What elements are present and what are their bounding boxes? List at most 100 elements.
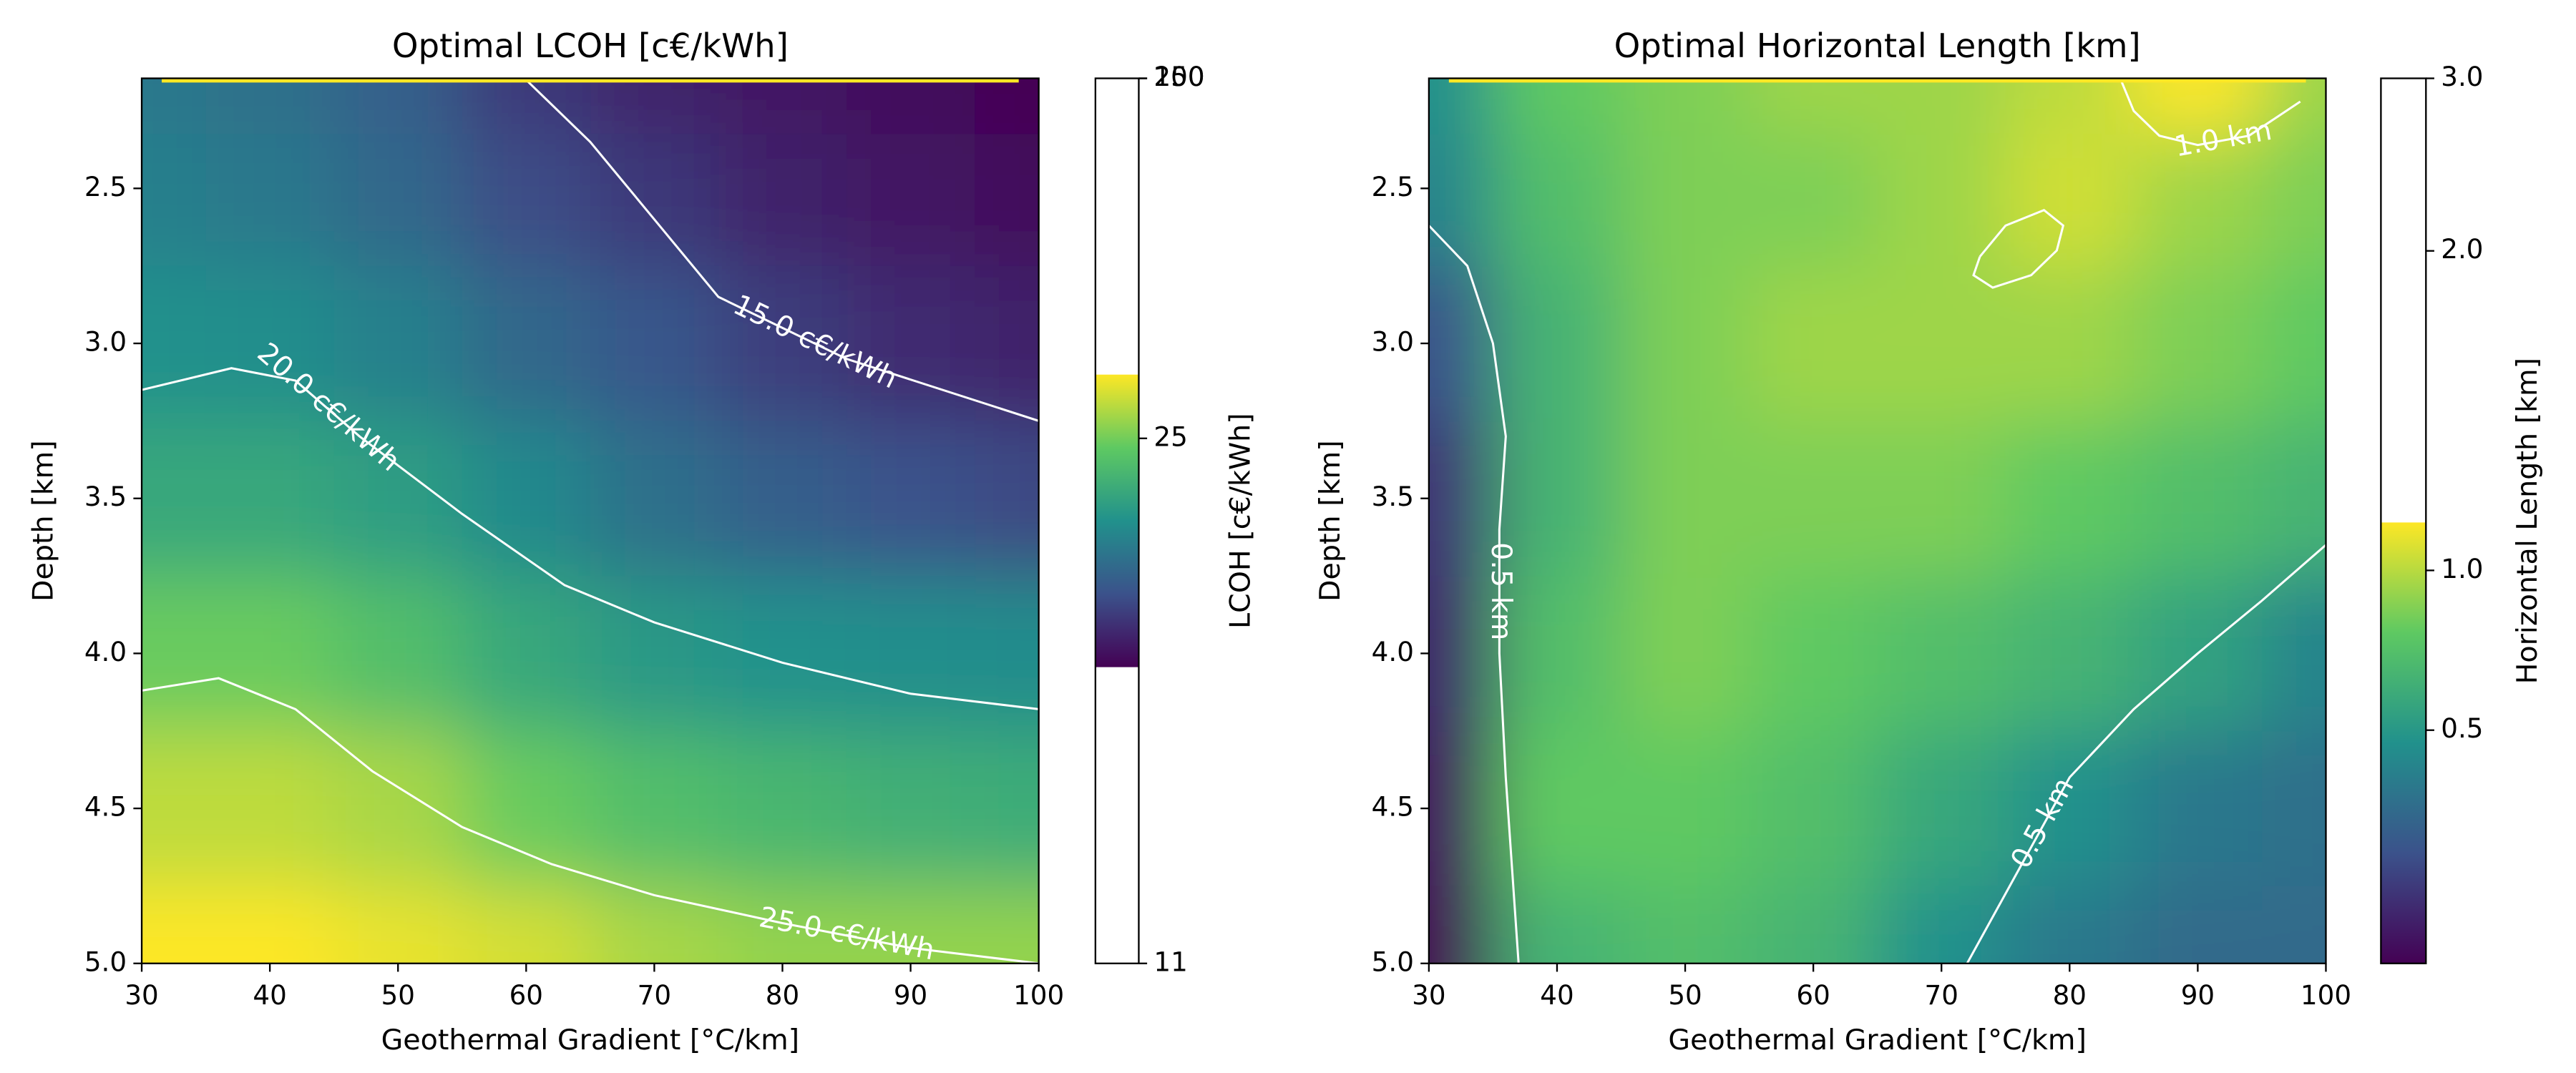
colorbar-frame [2380,77,2427,964]
field-cell [142,730,207,887]
field-cell [142,265,207,422]
field-cell [1877,886,2006,964]
y-axis-label: Depth [km] [26,440,59,602]
field-cell [1749,265,1878,422]
contour-label: 0.5 km [1485,542,1518,640]
field-cell [462,78,592,135]
x-axis-label: Geothermal Gradient [°C/km] [381,1024,800,1057]
field-cell [462,730,592,887]
field-cell [462,576,592,732]
field-clip [142,78,1039,964]
field-cell [2261,134,2326,267]
field-cell [718,576,848,732]
field-clip [1428,78,2326,964]
field-cell [1493,78,1622,135]
field-cell [1621,576,1750,732]
field-cell [2005,421,2135,577]
field-cell [1621,134,1750,267]
field-cell [1493,134,1622,267]
field-cell [975,265,1039,422]
x-tick-label: 40 [253,979,286,1011]
field-cell [1749,576,1878,732]
colorbar-band [2381,522,2426,964]
field-cell [590,78,720,135]
field-cell [1428,886,1494,964]
field-cell [1877,730,2006,887]
y-tick-label: 4.0 [84,636,127,667]
field-cell [847,730,976,887]
field-cell [462,421,592,577]
field-cell [718,78,848,135]
field-cell [718,730,848,887]
field-cell [1428,730,1494,887]
field-cell [1493,730,1622,887]
field-cell [718,421,848,577]
field-cell [1428,421,1494,577]
field-cell [1428,78,1494,135]
field-cell [975,421,1039,577]
field-cell [1621,421,1750,577]
field-cell [847,576,976,732]
field-cell [142,78,207,135]
field-cell [2005,78,2135,135]
field-cell [718,886,848,964]
field-cell [1493,576,1622,732]
field-cell [1877,576,2006,732]
field-cell [462,265,592,422]
field-cell [590,421,720,577]
field-cell [333,576,463,732]
field-cell [847,265,976,422]
field-cell [718,265,848,422]
x-tick-label: 100 [2301,979,2351,1011]
y-tick-label: 3.0 [84,326,127,358]
field-cell [1428,134,1494,267]
field-cell [205,576,335,732]
x-tick-label: 100 [1013,979,1064,1011]
field [1428,78,2326,964]
x-tick-label: 50 [1668,979,1702,1011]
field-cell [1877,421,2006,577]
field-cell [1493,421,1622,577]
x-tick-label: 50 [381,979,415,1011]
x-tick-label: 60 [1796,979,1830,1011]
colorbar-frame [1094,77,1140,964]
colorbar-tick-label: 2.0 [2441,233,2483,265]
field-cell [142,576,207,732]
field-cell [590,886,720,964]
y-tick-label: 3.5 [84,481,127,512]
field-cell [718,134,848,267]
field-cell [205,78,335,135]
field-cell [2133,730,2263,887]
x-tick-label: 90 [2181,979,2215,1011]
x-axis-label: Geothermal Gradient [°C/km] [1668,1024,2087,1057]
field-cell [2261,78,2326,135]
contour-line [142,367,1039,710]
field-cell [1621,78,1750,135]
field-cell [2261,886,2326,964]
field-cell [2261,421,2326,577]
y-tick-label: 3.5 [1372,481,1414,512]
field-cell [142,134,207,267]
x-tick-label: 40 [1540,979,1574,1011]
x-tick-label: 70 [638,979,671,1011]
x-tick-label: 60 [509,979,543,1011]
field-cell [975,134,1039,267]
contour-line [1972,208,2065,289]
field-cell [2133,78,2263,135]
field-cell [2005,886,2135,964]
field [142,78,1039,964]
y-tick-label: 4.5 [84,791,127,823]
field-cell [205,134,335,267]
field-cell [975,78,1039,135]
field-cell [590,265,720,422]
colorbar-tick-label: 200 [1153,61,1204,92]
field-cell [1749,134,1878,267]
field-cell [847,886,976,964]
colorbar-tick-label: 11 [1153,946,1187,977]
colorbar-tick-label: 25 [1153,421,1187,452]
y-tick-label: 5.0 [1372,946,1414,977]
field-cell [462,134,592,267]
plot-frame [1428,77,2327,964]
field-cell [333,265,463,422]
